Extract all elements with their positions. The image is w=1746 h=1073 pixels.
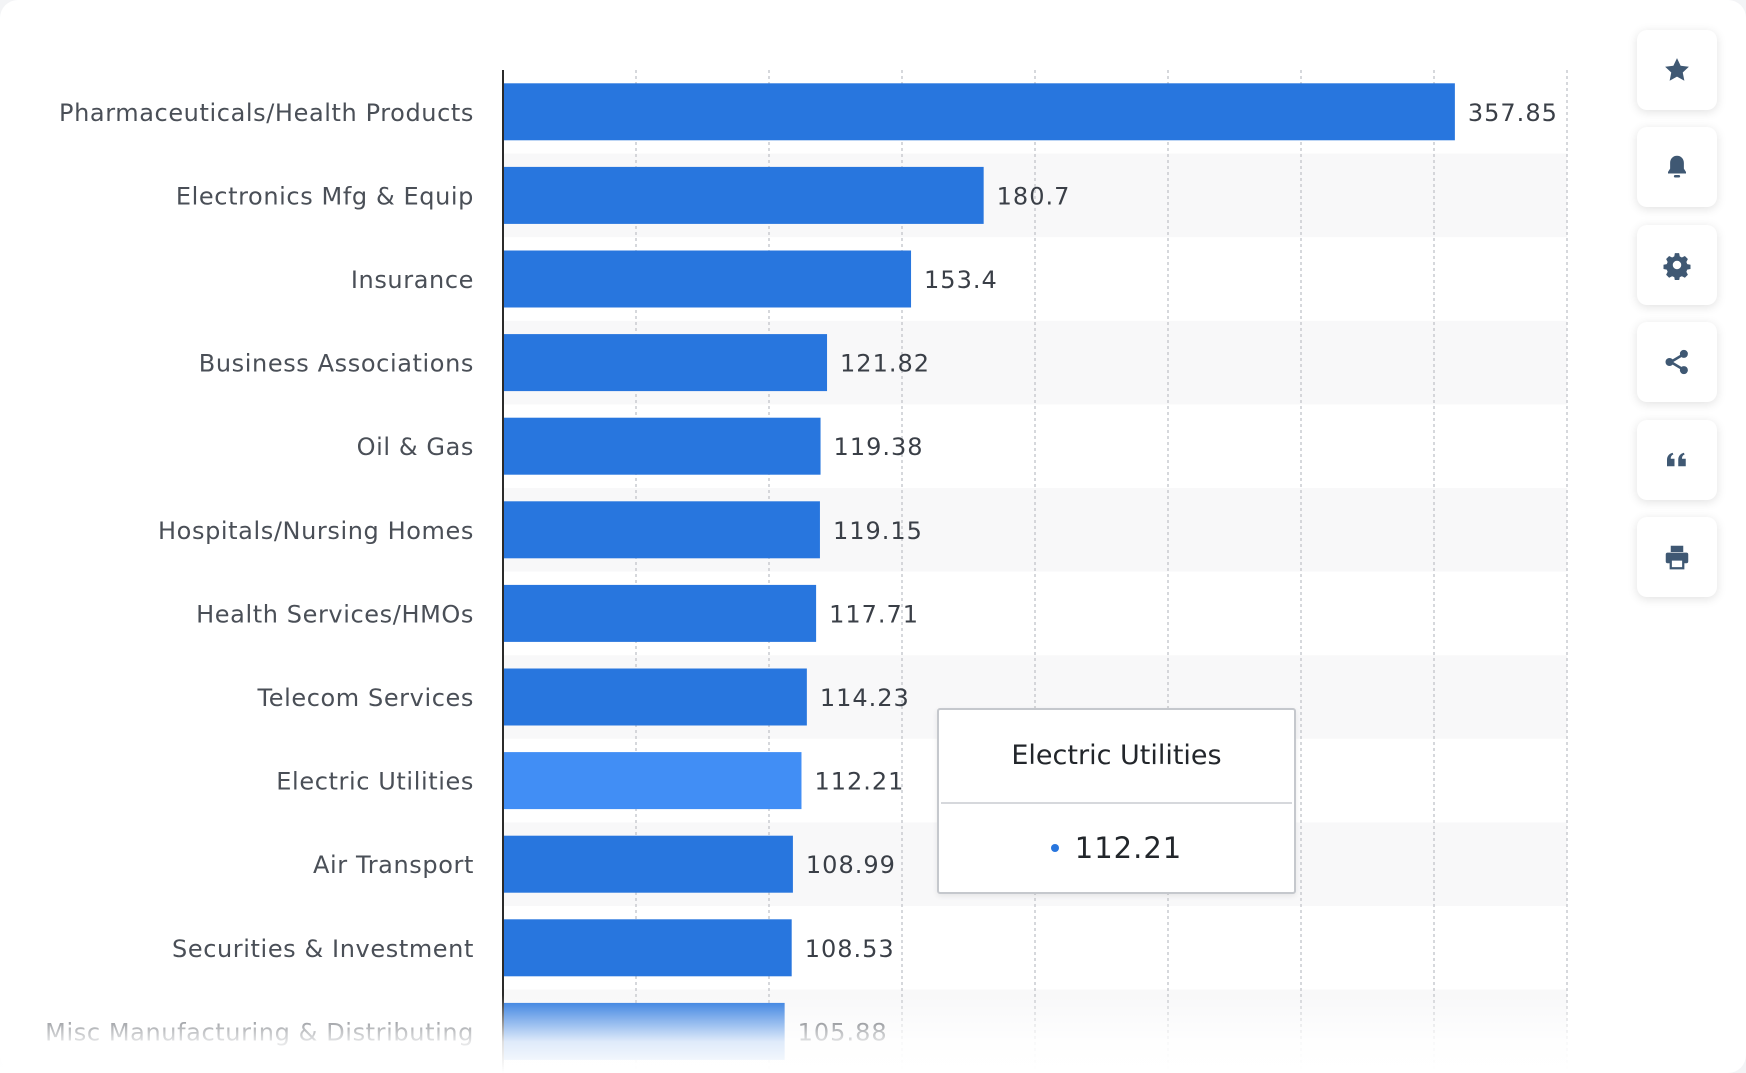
category-label: Misc Manufacturing & Distributing — [45, 1018, 474, 1046]
value-label: 112.21 — [814, 768, 904, 796]
bar[interactable] — [504, 250, 912, 308]
print-button[interactable] — [1637, 517, 1717, 597]
bar[interactable] — [504, 584, 817, 642]
tooltip-divider — [941, 802, 1292, 804]
value-label: 108.99 — [806, 851, 896, 879]
category-label: Health Services/HMOs — [196, 600, 474, 628]
value-label: 108.53 — [805, 935, 895, 963]
bar[interactable] — [504, 83, 1455, 141]
bar[interactable] — [504, 166, 984, 224]
tooltip: Electric Utilities 112.21 — [937, 708, 1296, 894]
category-label: Air Transport — [313, 851, 474, 879]
category-label: Hospitals/Nursing Homes — [158, 517, 474, 545]
bar[interactable] — [504, 835, 793, 893]
value-label: 357.85 — [1468, 99, 1558, 127]
bar[interactable] — [504, 417, 821, 475]
category-label: Oil & Gas — [357, 433, 474, 461]
category-label: Electronics Mfg & Equip — [176, 182, 474, 210]
value-label: 119.38 — [834, 433, 924, 461]
tooltip-title: Electric Utilities — [1011, 740, 1222, 771]
bar[interactable] — [504, 334, 828, 392]
tooltip-body: 112.21 — [939, 804, 1294, 892]
settings-button[interactable] — [1637, 225, 1717, 305]
bar[interactable] — [504, 1002, 785, 1060]
bar[interactable] — [504, 919, 792, 977]
category-label: Business Associations — [199, 350, 474, 378]
share-icon — [1665, 349, 1688, 375]
bar[interactable] — [504, 668, 807, 726]
category-label: Electric Utilities — [276, 768, 474, 796]
notification-button[interactable] — [1637, 127, 1717, 207]
share-button[interactable] — [1637, 322, 1717, 402]
value-label: 114.23 — [820, 684, 910, 712]
star-icon — [1665, 58, 1689, 81]
value-label: 180.7 — [997, 182, 1071, 210]
value-label: 121.82 — [840, 350, 930, 378]
category-label: Telecom Services — [257, 684, 474, 712]
printer-icon — [1665, 545, 1689, 570]
bar[interactable] — [504, 501, 820, 559]
category-label: Insurance — [351, 266, 474, 294]
value-label: 117.71 — [829, 600, 919, 628]
tooltip-value: 112.21 — [1074, 831, 1183, 865]
value-label: 153.4 — [924, 266, 998, 294]
quote-icon — [1667, 452, 1686, 467]
bar[interactable] — [504, 752, 802, 810]
cite-button[interactable] — [1637, 420, 1717, 500]
category-label: Securities & Investment — [172, 935, 474, 963]
bell-icon — [1668, 155, 1686, 178]
gear-icon — [1663, 253, 1691, 280]
category-label: Pharmaceuticals/Health Products — [59, 99, 474, 127]
value-label: 119.15 — [833, 517, 923, 545]
favorite-button[interactable] — [1637, 30, 1717, 110]
tooltip-series-dot — [1050, 844, 1059, 852]
value-label: 105.88 — [798, 1018, 888, 1046]
